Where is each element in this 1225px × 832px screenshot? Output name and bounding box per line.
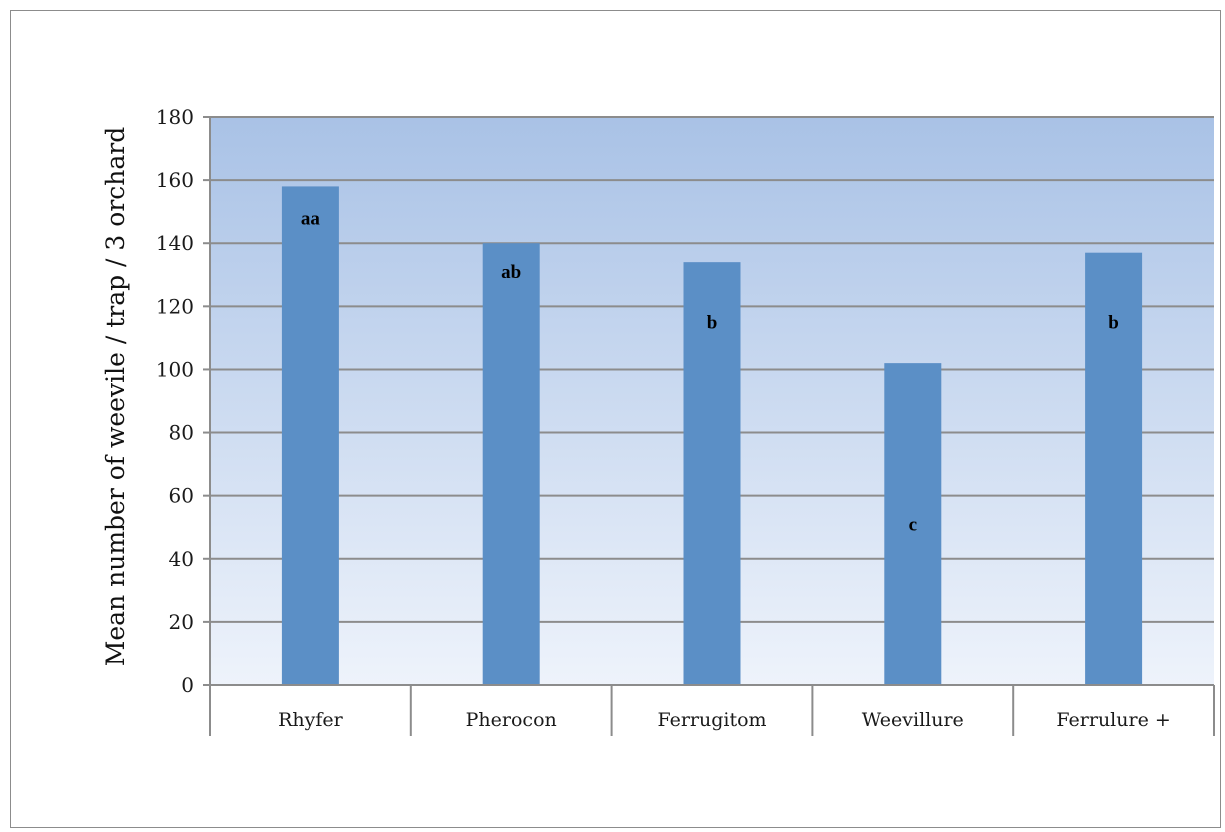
bar-data-label: b: [707, 312, 718, 333]
y-tick-label: 100: [156, 357, 194, 381]
data-labels: aa ab b c b: [301, 208, 1119, 535]
bar-data-label: ab: [501, 262, 521, 283]
y-tick-label: 140: [156, 231, 194, 255]
y-tick-label: 40: [169, 547, 194, 571]
y-tick-labels: 0 20 40 60 80 100 120 140 160 180: [156, 105, 194, 697]
y-tick-label: 180: [156, 105, 194, 129]
x-category-labels: Rhyfer Pherocon Ferrugitom Weevillure Ferrul…: [278, 709, 1171, 731]
y-tick-label: 0: [181, 673, 194, 697]
y-tick-label: 120: [156, 294, 194, 318]
axes: [209, 117, 1215, 736]
bars: [281, 186, 1143, 685]
x-category-label: Rhyfer: [278, 709, 344, 731]
bar: [281, 186, 339, 685]
x-category-label: Ferrugitom: [657, 709, 766, 731]
bar: [482, 243, 540, 685]
y-axis-title: Mean number of weevile / trap / 3 orchar…: [101, 127, 130, 666]
bar: [683, 262, 741, 685]
bar-data-label: c: [909, 514, 917, 535]
bar-data-label: b: [1108, 312, 1119, 333]
y-tick-label: 20: [169, 610, 194, 634]
x-category-label: Ferrulure +: [1056, 709, 1170, 731]
y-tick-label: 60: [169, 484, 194, 508]
y-tick-label: 80: [169, 421, 194, 445]
bar-data-label: aa: [301, 208, 321, 229]
bar: [1085, 252, 1143, 685]
x-category-label: Weevillure: [862, 709, 964, 731]
y-tick-label: 160: [156, 168, 194, 192]
x-category-label: Pherocon: [466, 709, 557, 731]
bar: [884, 363, 942, 685]
